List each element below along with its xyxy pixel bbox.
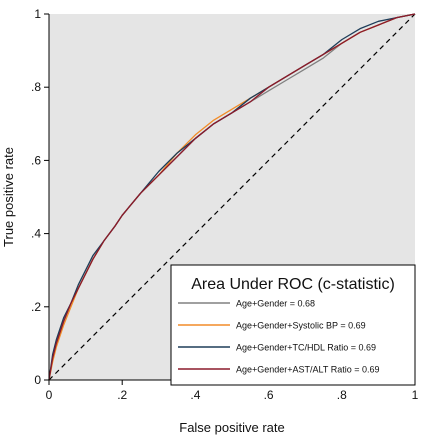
y-tick-label-1: .2 (31, 300, 41, 314)
y-ticks: 0 .2 .4 .6 .8 1 (31, 7, 49, 387)
series-line-4 (48, 13, 416, 381)
legend: Area Under ROC (c-statistic) Age+Gender … (170, 264, 416, 386)
x-tick-label-2: .4 (190, 388, 200, 402)
legend-label-1: Age+Gender = 0.68 (236, 299, 315, 309)
series-layer (48, 13, 416, 381)
y-axis-label: True positive rate (1, 147, 16, 247)
legend-items: Age+Gender = 0.68 Age+Gender+Systolic BP … (178, 299, 380, 375)
x-tick-label-3: .6 (264, 388, 274, 402)
legend-label-2: Age+Gender+Systolic BP = 0.69 (236, 321, 366, 331)
x-tick-label-1: .2 (117, 388, 127, 402)
legend-label-4: Age+Gender+AST/ALT Ratio = 0.69 (236, 365, 380, 375)
y-tick-label-2: .4 (31, 227, 41, 241)
x-axis-label: False positive rate (179, 420, 285, 435)
x-tick-label-4: .8 (337, 388, 347, 402)
y-tick-label-0: 0 (34, 373, 41, 387)
y-tick-label-3: .6 (31, 153, 41, 167)
x-tick-label-5: 1 (412, 388, 419, 402)
y-tick-label-4: .8 (31, 80, 41, 94)
x-tick-label-0: 0 (46, 388, 53, 402)
legend-label-3: Age+Gender+TC/HDL Ratio = 0.69 (236, 343, 376, 353)
y-tick-label-5: 1 (34, 7, 41, 21)
legend-title: Area Under ROC (c-statistic) (191, 276, 395, 293)
